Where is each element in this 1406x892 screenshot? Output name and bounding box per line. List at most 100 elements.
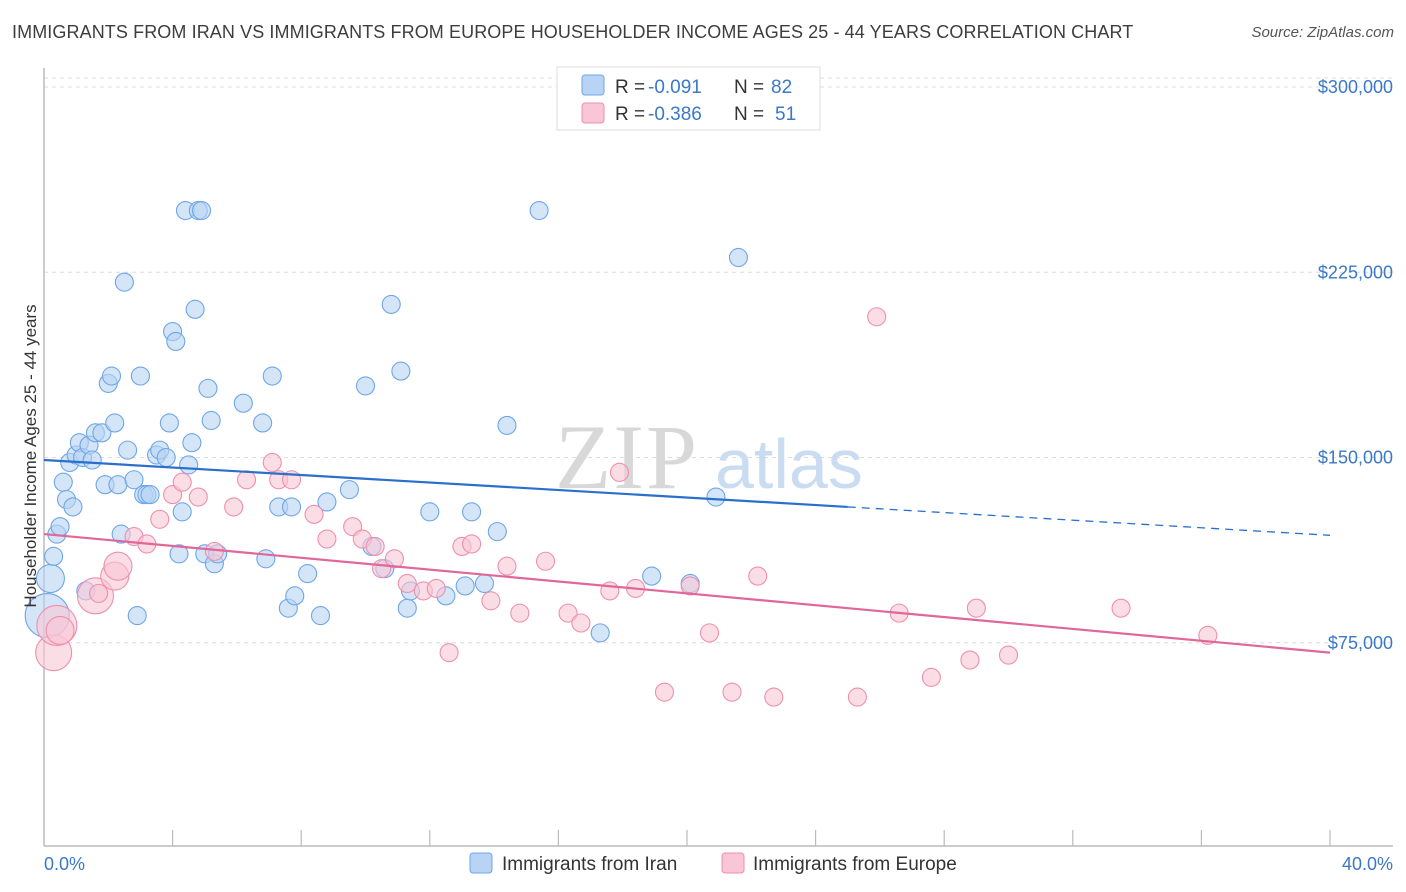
- iran-point: [124, 470, 144, 490]
- europe-point: [317, 529, 337, 549]
- legend-europe-n-label: N =: [734, 104, 764, 125]
- iran-point: [127, 606, 147, 626]
- legend-europe-n-value: 51: [775, 104, 796, 125]
- europe-point: [998, 645, 1019, 665]
- iran-point: [201, 410, 221, 431]
- europe-point: [699, 623, 720, 643]
- legend-box: R = -0.091 N = 82 R = -0.386 N = 51: [556, 66, 821, 131]
- iran-point: [118, 440, 138, 460]
- europe-point: [1198, 625, 1218, 645]
- europe-point: [481, 591, 501, 611]
- iran-point: [298, 564, 318, 584]
- iran-point: [310, 606, 331, 626]
- iran-point: [182, 433, 202, 453]
- europe-point: [966, 598, 986, 618]
- iran-point: [397, 598, 417, 618]
- europe-point: [188, 487, 208, 507]
- europe-point: [1111, 598, 1131, 618]
- source-credit: Source: ZipAtlas.com: [1251, 24, 1394, 41]
- legend-swatch-europe: [581, 102, 605, 124]
- iran-point: [50, 517, 70, 537]
- europe-point: [150, 509, 170, 529]
- y-tick-label: $75,000: [1328, 633, 1393, 653]
- europe-point: [497, 556, 517, 576]
- europe-point: [680, 576, 700, 596]
- bottom-legend-swatch-iran: [469, 852, 493, 874]
- europe-point: [304, 504, 324, 524]
- europe-point: [89, 583, 109, 603]
- y-tick-label: $300,000: [1318, 77, 1393, 97]
- iran-point: [529, 200, 549, 221]
- legend-iran-r-value: -0.091: [648, 77, 702, 98]
- europe-point: [236, 470, 257, 490]
- europe-point: [439, 643, 459, 663]
- iran-point: [497, 415, 517, 435]
- iran-point: [262, 366, 282, 386]
- iran-point: [101, 366, 122, 386]
- iran-point: [159, 413, 179, 433]
- x-tick-max: 40.0%: [1342, 854, 1393, 874]
- iran-point: [420, 502, 440, 522]
- x-tick-min: 0.0%: [44, 854, 85, 874]
- iran-point: [63, 497, 83, 517]
- iran-point: [355, 376, 376, 396]
- iran-point: [185, 299, 205, 319]
- europe-point: [510, 603, 530, 623]
- legend-swatch-iran: [581, 74, 605, 96]
- iran-point: [253, 413, 273, 433]
- europe-point: [45, 615, 75, 645]
- legend-europe-r-value: -0.386: [648, 104, 702, 125]
- iran-point: [590, 623, 610, 643]
- trend-line-iran-extension: [847, 506, 1331, 536]
- bottom-legend-europe-label: Immigrants from Europe: [753, 854, 957, 875]
- europe-point: [224, 497, 244, 517]
- iran-point: [487, 522, 507, 542]
- y-tick-label: $150,000: [1318, 448, 1393, 468]
- iran-point: [642, 566, 662, 586]
- europe-point: [748, 566, 768, 586]
- axes: [43, 68, 1393, 847]
- europe-point: [365, 536, 385, 556]
- series-iran-points: [24, 200, 748, 643]
- iran-point: [169, 544, 189, 564]
- iran-point: [140, 485, 160, 505]
- europe-point: [571, 613, 591, 633]
- iran-point: [108, 475, 128, 495]
- europe-point: [654, 682, 675, 702]
- y-tick-label: $225,000: [1318, 262, 1393, 282]
- bottom-legend: Immigrants from Iran Immigrants from Eur…: [469, 852, 957, 875]
- iran-point: [233, 393, 253, 413]
- iran-point: [35, 563, 65, 594]
- y-axis-label: Householder Income Ages 25 - 44 years: [21, 304, 40, 607]
- iran-point: [92, 423, 112, 443]
- europe-point: [103, 551, 133, 581]
- europe-point: [558, 603, 578, 623]
- legend-iran-n-value: 82: [771, 77, 792, 98]
- iran-point: [282, 497, 302, 517]
- europe-point: [462, 534, 482, 554]
- watermark-zip: ZIP: [555, 406, 699, 508]
- legend-iran-r-label: R =: [615, 77, 645, 98]
- iran-point: [339, 480, 359, 500]
- iran-point: [105, 413, 125, 433]
- europe-point: [262, 452, 282, 473]
- iran-point: [462, 502, 482, 522]
- chart-title: IMMIGRANTS FROM IRAN VS IMMIGRANTS FROM …: [12, 22, 1134, 42]
- iran-point: [381, 294, 401, 314]
- trend-lines: [43, 458, 1331, 654]
- iran-point: [455, 576, 475, 596]
- legend-europe-r-label: R =: [615, 104, 645, 125]
- europe-point: [397, 573, 417, 594]
- iran-point: [706, 487, 726, 507]
- europe-point: [384, 549, 404, 569]
- europe-point: [867, 307, 887, 327]
- iran-point: [317, 492, 337, 512]
- bottom-legend-iran-label: Immigrants from Iran: [502, 854, 677, 875]
- europe-point: [722, 682, 742, 702]
- iran-point: [256, 549, 276, 569]
- iran-point: [172, 502, 192, 522]
- iran-point: [156, 447, 176, 468]
- iran-point: [53, 472, 73, 492]
- iran-point: [130, 366, 150, 386]
- iran-point: [198, 378, 218, 398]
